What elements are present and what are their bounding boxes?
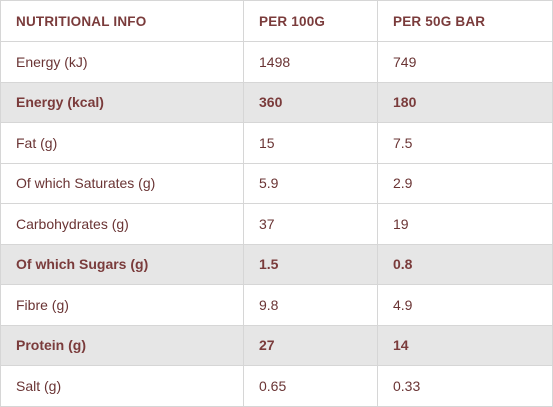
header-row: NUTRITIONAL INFO PER 100G PER 50G BAR <box>0 0 553 42</box>
header-per-100g: PER 100G <box>243 0 378 42</box>
nutrient-label: Carbohydrates (g) <box>0 203 244 245</box>
nutrient-label: Fibre (g) <box>0 284 244 326</box>
value-per-100g: 5.9 <box>243 162 378 204</box>
nutrient-label: Of which Sugars (g) <box>0 243 244 285</box>
table-row: Of which Saturates (g) 5.9 2.9 <box>0 162 553 204</box>
table-row: Fibre (g) 9.8 4.9 <box>0 284 553 326</box>
table-row: Energy (kcal) 360 180 <box>0 81 553 123</box>
table-row: Salt (g) 0.65 0.33 <box>0 365 553 407</box>
value-per-bar: 0.33 <box>377 365 553 407</box>
value-per-100g: 37 <box>243 203 378 245</box>
value-per-bar: 180 <box>377 81 553 123</box>
value-per-100g: 0.65 <box>243 365 378 407</box>
value-per-bar: 19 <box>377 203 553 245</box>
header-per-bar: PER 50G BAR <box>377 0 553 42</box>
table-row: Of which Sugars (g) 1.5 0.8 <box>0 243 553 285</box>
value-per-100g: 360 <box>243 81 378 123</box>
table-row: Energy (kJ) 1498 749 <box>0 41 553 83</box>
value-per-bar: 4.9 <box>377 284 553 326</box>
nutrient-label: Fat (g) <box>0 122 244 164</box>
value-per-100g: 27 <box>243 324 378 366</box>
table-row: Protein (g) 27 14 <box>0 324 553 366</box>
value-per-bar: 749 <box>377 41 553 83</box>
nutrient-label: Energy (kcal) <box>0 81 244 123</box>
nutrient-label: Of which Saturates (g) <box>0 162 244 204</box>
nutrition-table-body: Energy (kJ) 1498 749 Energy (kcal) 360 1… <box>0 41 553 407</box>
value-per-bar: 2.9 <box>377 162 553 204</box>
table-row: Fat (g) 15 7.5 <box>0 122 553 164</box>
value-per-100g: 9.8 <box>243 284 378 326</box>
nutrient-label: Energy (kJ) <box>0 41 244 83</box>
nutrition-table-header: NUTRITIONAL INFO PER 100G PER 50G BAR <box>0 0 553 42</box>
value-per-100g: 1.5 <box>243 243 378 285</box>
nutrient-label: Protein (g) <box>0 324 244 366</box>
value-per-bar: 14 <box>377 324 553 366</box>
value-per-bar: 7.5 <box>377 122 553 164</box>
value-per-bar: 0.8 <box>377 243 553 285</box>
header-nutritional-info: NUTRITIONAL INFO <box>0 0 244 42</box>
value-per-100g: 15 <box>243 122 378 164</box>
value-per-100g: 1498 <box>243 41 378 83</box>
nutrient-label: Salt (g) <box>0 365 244 407</box>
table-row: Carbohydrates (g) 37 19 <box>0 203 553 245</box>
